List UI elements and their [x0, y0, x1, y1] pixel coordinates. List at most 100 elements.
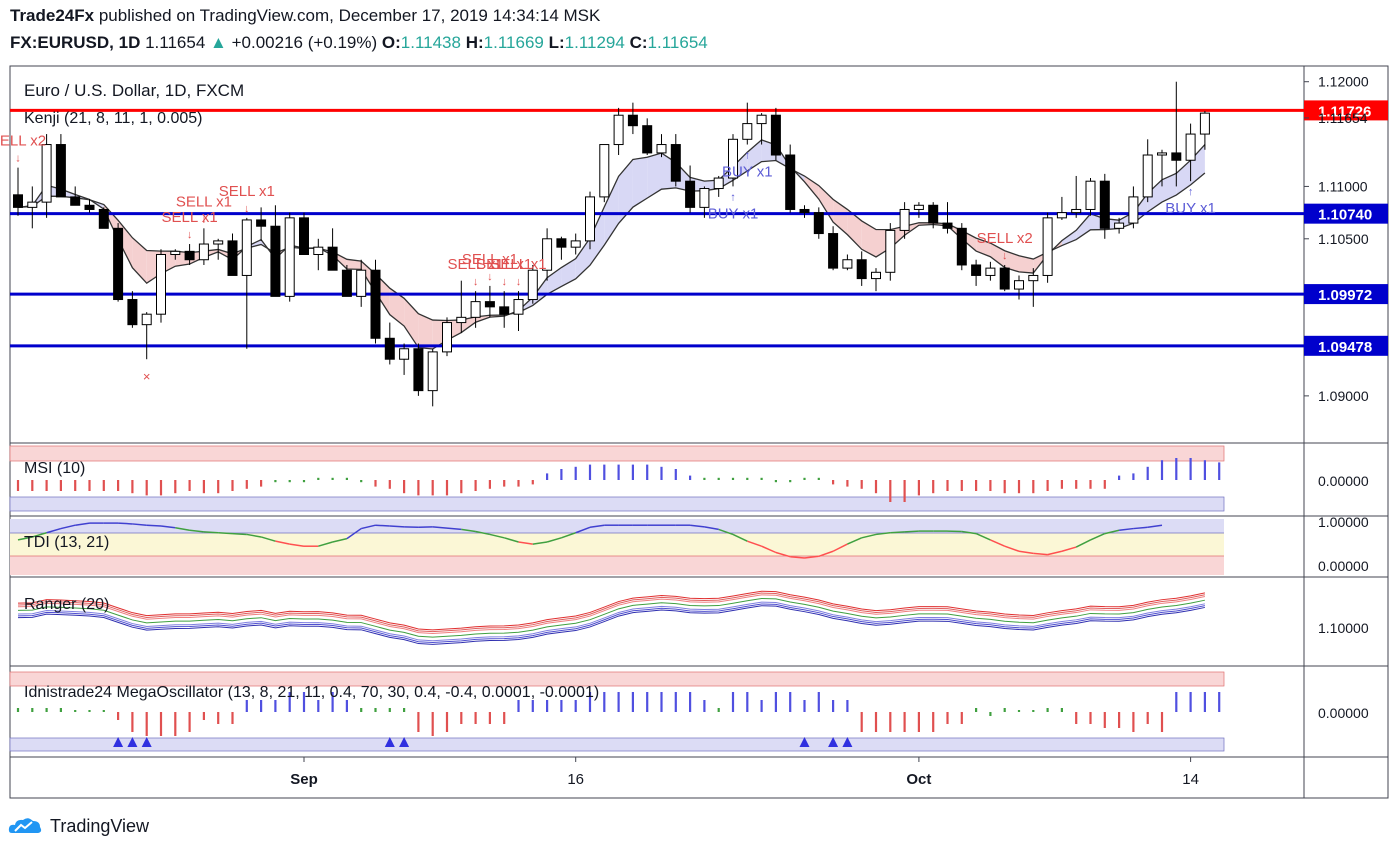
- candle-body: [556, 238, 567, 248]
- kenji-cloud-segment: [747, 139, 762, 171]
- candle-body: [313, 246, 324, 256]
- candle-body: [985, 267, 996, 276]
- sell-arrow-icon: ↓: [1002, 250, 1008, 262]
- price-tick-label: 1.11000: [1318, 178, 1368, 194]
- tdi-line-segment: [1061, 546, 1077, 552]
- candle-body: [599, 144, 610, 198]
- candle-body: [971, 264, 982, 276]
- tdi-line-segment: [361, 524, 376, 530]
- candle-body: [113, 227, 124, 301]
- tdi-line-segment: [747, 540, 762, 547]
- kenji-cloud-segment: [804, 176, 819, 200]
- buy-signal-label: BUY x1: [722, 164, 773, 181]
- candle-body: [384, 337, 395, 360]
- sell-arrow-icon: ↓: [473, 276, 479, 288]
- tdi-line-segment: [461, 528, 476, 533]
- candle-body: [842, 259, 853, 269]
- tdi-line-segment: [375, 524, 390, 527]
- low-label: L:: [548, 33, 565, 52]
- buy-signal-label: BUY x1: [1165, 200, 1216, 217]
- tdi-line-segment: [46, 527, 62, 534]
- sell-signal-label: SELL x1: [219, 183, 275, 200]
- tdi-line-segment: [1133, 526, 1148, 530]
- tdi-line-segment: [761, 545, 777, 554]
- kenji-cloud-segment: [632, 157, 648, 208]
- sell-signal-label: SELL x1: [462, 251, 518, 268]
- publish-info: published on TradingView.com, December 1…: [98, 6, 601, 25]
- tdi-title: TDI (13, 21): [24, 534, 109, 551]
- candle-body: [1085, 180, 1096, 210]
- kenji-cloud-segment: [1004, 250, 1019, 272]
- candle-body: [427, 351, 438, 392]
- ranger-line-1: [17, 592, 1205, 633]
- candle-body: [356, 269, 367, 297]
- axes: 1.12000 1.11654 1.11000 1.10500 1.09000 0.000…: [290, 74, 1369, 788]
- publisher-name[interactable]: Trade24Fx: [10, 6, 95, 25]
- mega-oscillator-pane: [9, 671, 1225, 752]
- kenji-cloud-segment: [1061, 230, 1077, 246]
- buy-signal-label: BUY x1: [708, 205, 759, 222]
- kenji-cloud-segment: [861, 220, 876, 257]
- candle-body: [413, 348, 424, 392]
- tdi-line-segment: [975, 532, 991, 541]
- time-tick-label: 16: [567, 771, 584, 788]
- tdi-line-segment: [1018, 550, 1034, 555]
- sell-arrow-icon: ↓: [244, 203, 250, 215]
- candle-body: [585, 196, 595, 242]
- sell-signal-label: SELL x1: [162, 209, 218, 226]
- candle-body: [13, 194, 23, 208]
- candle-body: [856, 259, 867, 280]
- tdi-tick-label: 0.00000: [1318, 558, 1369, 574]
- last-price: 1.11654: [145, 33, 206, 52]
- tdi-line-segment: [189, 529, 204, 533]
- ranger-line-0: [17, 590, 1205, 631]
- candle-body: [871, 271, 881, 280]
- pane-titles: Euro / U.S. Dollar, 1D, FXCM Kenji (21, 8…: [24, 81, 599, 701]
- tdi-mid-band: [10, 533, 1224, 556]
- buy-triangle-icon: [799, 737, 810, 747]
- msi-lower-band: [9, 496, 1225, 512]
- sell-arrow-icon: ↓: [201, 213, 207, 225]
- main-pane-title: Euro / U.S. Dollar, 1D, FXCM: [24, 81, 244, 100]
- price-tick-label: 1.11654: [1318, 110, 1368, 126]
- kenji-cloud-segment: [590, 206, 605, 266]
- tdi-line-segment: [175, 526, 190, 531]
- time-tick-label: 14: [1182, 771, 1199, 788]
- time-tick-label: Sep: [290, 771, 318, 788]
- candle-body: [184, 250, 195, 261]
- tdi-line-segment: [260, 536, 276, 542]
- kenji-cloud-segment: [1162, 173, 1177, 203]
- kenji-cloud-segment: [618, 159, 633, 224]
- candle-body: [456, 316, 467, 324]
- buy-triangle-icon: [842, 737, 853, 747]
- mega-upper-band: [9, 671, 1225, 687]
- buy-arrow-icon: ↑: [730, 191, 736, 203]
- kenji-cloud-segment: [833, 199, 848, 235]
- price-tick-label: 1.12000: [1318, 74, 1369, 90]
- candle-body: [828, 233, 839, 269]
- ohlc-line: FX:EURUSD, 1D 1.11654 ▲ +0.00216 (+0.19%…: [10, 33, 708, 53]
- tdi-line-segment: [1104, 529, 1120, 535]
- kenji-cloud-segment: [547, 267, 562, 295]
- candle-body: [227, 240, 238, 276]
- tdi-pane: [10, 519, 1224, 575]
- tradingview-logo[interactable]: TradingView: [8, 815, 149, 837]
- candle-body: [1071, 208, 1082, 214]
- buy-triangle-icon: [384, 737, 395, 747]
- up-triangle-icon: ▲: [210, 33, 227, 52]
- tdi-line-segment: [332, 537, 348, 543]
- tdi-line-segment: [704, 526, 719, 531]
- tdi-tick-label: 1.00000: [1318, 514, 1369, 530]
- level-label-1: 1.10740: [1318, 207, 1372, 224]
- candle-body: [1099, 180, 1110, 229]
- chart-panes: [9, 65, 1389, 799]
- candle-body: [656, 144, 667, 154]
- candle-body: [642, 125, 653, 154]
- level-label-bg-3: [1304, 335, 1388, 356]
- sell-signal-label: SELL x1: [448, 256, 504, 273]
- candle-body: [299, 217, 309, 256]
- open-label: O:: [381, 33, 401, 52]
- tdi-line-segment: [475, 530, 491, 536]
- horizontal-levels: 1.11726 1.10740 1.09972 1.09478: [10, 100, 1388, 356]
